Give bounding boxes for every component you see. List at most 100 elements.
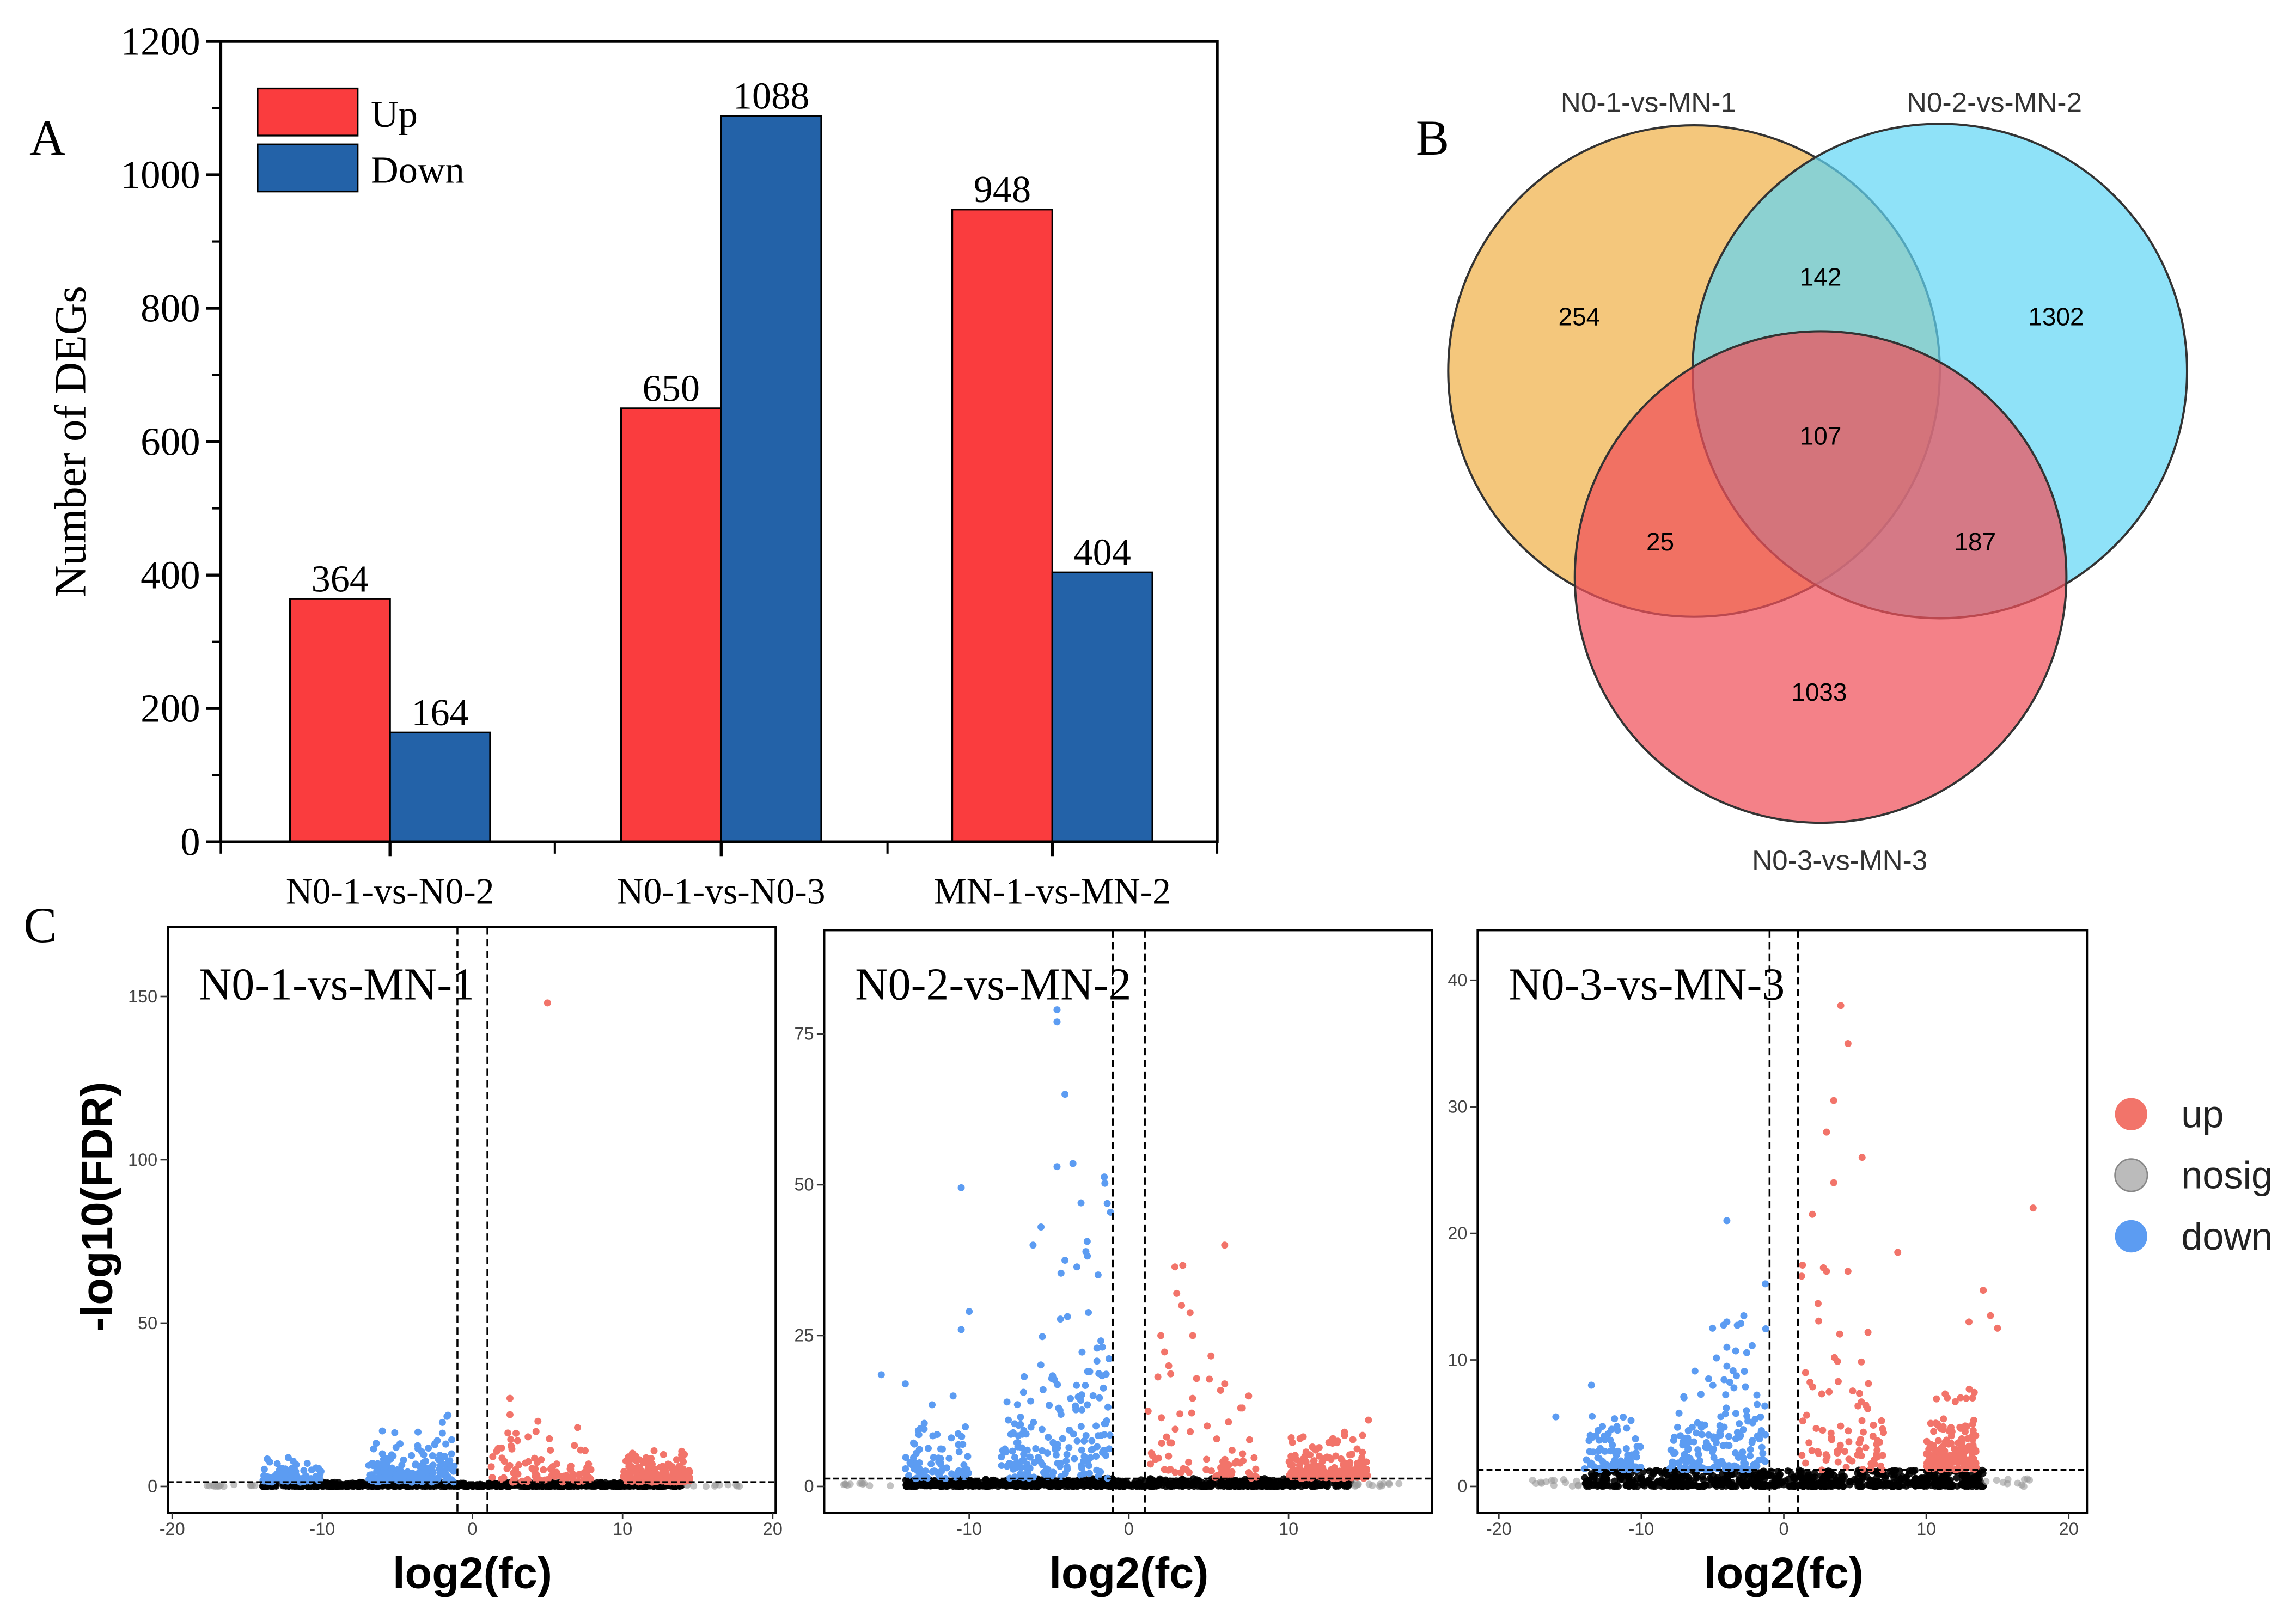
volcano-point	[378, 1427, 386, 1435]
volcano-point	[549, 1463, 557, 1470]
volcano-point	[1723, 1318, 1731, 1326]
bar-chart-panel: A Number of DEGs 0 200 400 600 800 1000 1200 N0…	[29, 19, 1219, 912]
volcano-point	[1839, 1473, 1846, 1480]
volcano-point	[1733, 1429, 1741, 1436]
volcano-point	[1758, 1443, 1766, 1451]
volcano-point	[1087, 1480, 1095, 1488]
volcano-point	[506, 1394, 514, 1402]
volcano-point	[1311, 1483, 1319, 1490]
volcano-point	[1873, 1446, 1881, 1454]
volcano-point	[548, 1471, 555, 1479]
volcano-point	[1688, 1482, 1695, 1489]
volcano-point	[1933, 1395, 1940, 1403]
volcano-point	[1083, 1238, 1091, 1245]
volcano-point	[1862, 1444, 1870, 1452]
volcano-point	[1834, 1449, 1841, 1457]
volcano-point	[1385, 1479, 1393, 1487]
volcano-point	[1737, 1320, 1745, 1327]
volcano-point	[524, 1477, 532, 1485]
volcano-point	[1682, 1482, 1690, 1490]
volcano-point	[1064, 1313, 1071, 1320]
volcano-point	[1812, 1424, 1820, 1432]
volcano-point	[1830, 1179, 1837, 1186]
volcano-point	[1067, 1394, 1074, 1402]
volcano-point	[369, 1477, 376, 1485]
volcano-point	[945, 1454, 953, 1462]
volcano-point	[979, 1479, 986, 1486]
volcano-point	[1063, 1463, 1071, 1471]
volcano-point	[515, 1461, 523, 1468]
volcano-point	[1581, 1465, 1589, 1473]
volcano-point	[284, 1454, 292, 1461]
volcano-point	[1287, 1468, 1295, 1476]
volcano-point	[690, 1482, 698, 1490]
volcano-point	[1106, 1431, 1114, 1439]
volcano-point	[1037, 1361, 1045, 1369]
volcano-point	[937, 1445, 944, 1453]
volcano-point	[1206, 1375, 1213, 1383]
volcano-point	[1078, 1446, 1085, 1454]
volcano-point	[260, 1465, 268, 1473]
volcano-point	[1070, 1430, 1077, 1438]
volcano-point	[929, 1468, 936, 1476]
x-tick-label: -10	[956, 1519, 982, 1539]
y-tick-label: 40	[1448, 970, 1467, 990]
volcano-point	[389, 1452, 397, 1460]
volcano-point	[425, 1445, 432, 1452]
volcano-point	[866, 1482, 874, 1490]
volcano-point	[1097, 1431, 1104, 1439]
volcano-point	[1743, 1412, 1751, 1420]
volcano-point	[1061, 1257, 1069, 1264]
volcano-point	[1077, 1397, 1084, 1404]
volcano-point	[1947, 1440, 1955, 1447]
volcano-point	[500, 1474, 508, 1482]
volcano-point	[374, 1460, 381, 1467]
volcano-point	[1784, 1467, 1792, 1475]
volcano-point	[1611, 1449, 1619, 1457]
volcano-point	[1013, 1401, 1021, 1409]
bar-up	[289, 598, 391, 843]
volcano-point	[1713, 1354, 1720, 1362]
volcano-point	[533, 1476, 540, 1483]
volcano-point	[1739, 1466, 1747, 1473]
volcano-point	[1732, 1410, 1739, 1417]
volcano-point	[1935, 1483, 1943, 1490]
volcano-point	[1790, 1481, 1797, 1489]
venn-count-only-1: 254	[1559, 303, 1601, 331]
volcano-point	[1098, 1343, 1106, 1351]
volcano-point	[1039, 1461, 1046, 1468]
volcano-point	[1063, 1451, 1071, 1458]
volcano-point	[1251, 1472, 1259, 1479]
volcano-point	[489, 1453, 497, 1460]
volcano-point	[1930, 1428, 1938, 1435]
volcano-point	[292, 1467, 300, 1475]
volcano-point	[1590, 1448, 1597, 1456]
legend-marker-down	[2115, 1220, 2148, 1253]
volcano-point	[1799, 1483, 1807, 1490]
volcano-point	[1878, 1417, 1885, 1424]
volcano-point	[1961, 1422, 1969, 1430]
volcano-point	[1962, 1394, 1970, 1402]
volcano-point	[662, 1471, 670, 1478]
volcano-point	[1005, 1416, 1012, 1424]
volcano-point	[1581, 1474, 1589, 1482]
volcano-point	[1029, 1241, 1037, 1249]
volcano-point	[391, 1429, 399, 1436]
volcano-point	[942, 1474, 949, 1482]
volcano-point	[1009, 1465, 1017, 1473]
volcano-point	[1131, 1481, 1138, 1489]
volcano-point	[1236, 1483, 1244, 1490]
volcano-point	[1245, 1469, 1253, 1477]
volcano-point	[1736, 1420, 1743, 1428]
volcano-point	[581, 1476, 588, 1483]
volcano-point	[1199, 1483, 1207, 1490]
volcano-point	[1594, 1427, 1602, 1434]
volcano-point	[1601, 1470, 1609, 1477]
x-tick-label: N0-1-vs-N0-3	[617, 871, 826, 912]
volcano-point	[1732, 1372, 1740, 1380]
volcano-point	[1709, 1324, 1717, 1332]
volcano-point	[1105, 1355, 1113, 1362]
volcano-point	[1016, 1482, 1024, 1489]
bar-legend: Up Down	[257, 87, 465, 193]
volcano-point	[966, 1308, 973, 1315]
